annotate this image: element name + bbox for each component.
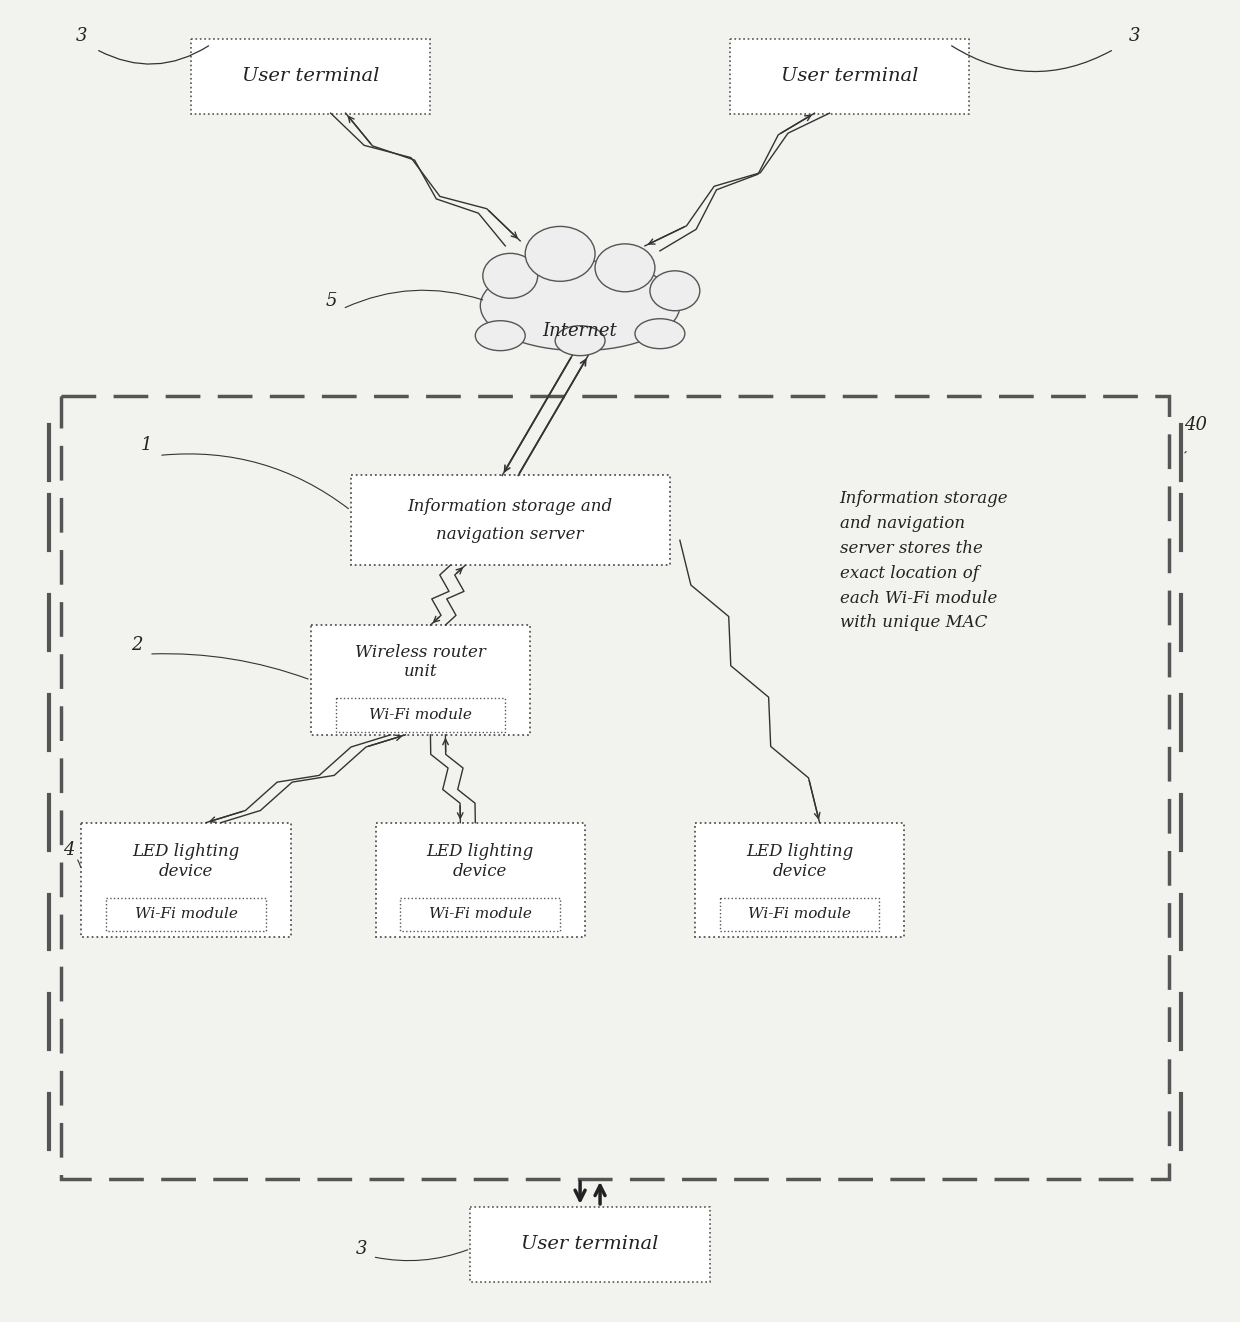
Bar [191, 40, 430, 114]
Bar [401, 898, 560, 932]
Ellipse shape [526, 226, 595, 282]
Text: navigation server: navigation server [436, 526, 584, 543]
Bar [107, 898, 265, 932]
Text: device: device [159, 863, 213, 880]
Bar [81, 822, 290, 937]
Text: Wireless router: Wireless router [355, 644, 486, 661]
Ellipse shape [635, 319, 684, 349]
Bar [61, 395, 1169, 1179]
Text: device: device [453, 863, 507, 880]
Text: Wi-Fi module: Wi-Fi module [429, 907, 532, 921]
Bar [719, 898, 879, 932]
Ellipse shape [480, 260, 680, 350]
Text: User terminal: User terminal [781, 67, 918, 85]
Text: 2: 2 [131, 636, 143, 654]
Bar [336, 698, 505, 732]
Text: Information storage
and navigation
server stores the
exact location of
each Wi-F: Information storage and navigation serve… [839, 490, 1008, 632]
Ellipse shape [556, 325, 605, 356]
Bar [470, 1207, 709, 1282]
Text: User terminal: User terminal [242, 67, 379, 85]
Text: unit: unit [404, 664, 438, 681]
Text: device: device [773, 863, 827, 880]
Ellipse shape [482, 254, 538, 299]
Text: LED lighting: LED lighting [133, 843, 239, 861]
Bar [376, 822, 585, 937]
Bar [351, 476, 670, 566]
Bar [694, 822, 904, 937]
Bar [311, 625, 531, 735]
Text: Wi-Fi module: Wi-Fi module [134, 907, 237, 921]
Text: 3: 3 [1128, 28, 1141, 45]
Text: LED lighting: LED lighting [427, 843, 534, 861]
Text: 3: 3 [76, 28, 88, 45]
Bar [730, 40, 970, 114]
Text: Wi-Fi module: Wi-Fi module [748, 907, 851, 921]
Ellipse shape [595, 243, 655, 292]
Ellipse shape [650, 271, 699, 311]
Text: Wi-Fi module: Wi-Fi module [370, 707, 472, 722]
Text: User terminal: User terminal [521, 1235, 658, 1253]
Ellipse shape [475, 321, 526, 350]
Text: 40: 40 [1184, 416, 1207, 435]
Text: 4: 4 [63, 841, 74, 858]
Text: LED lighting: LED lighting [746, 843, 853, 861]
Text: 1: 1 [141, 436, 153, 455]
Text: 3: 3 [356, 1240, 367, 1257]
Text: Information storage and: Information storage and [408, 498, 613, 514]
Text: Internet: Internet [543, 321, 618, 340]
Text: 5: 5 [326, 292, 337, 309]
